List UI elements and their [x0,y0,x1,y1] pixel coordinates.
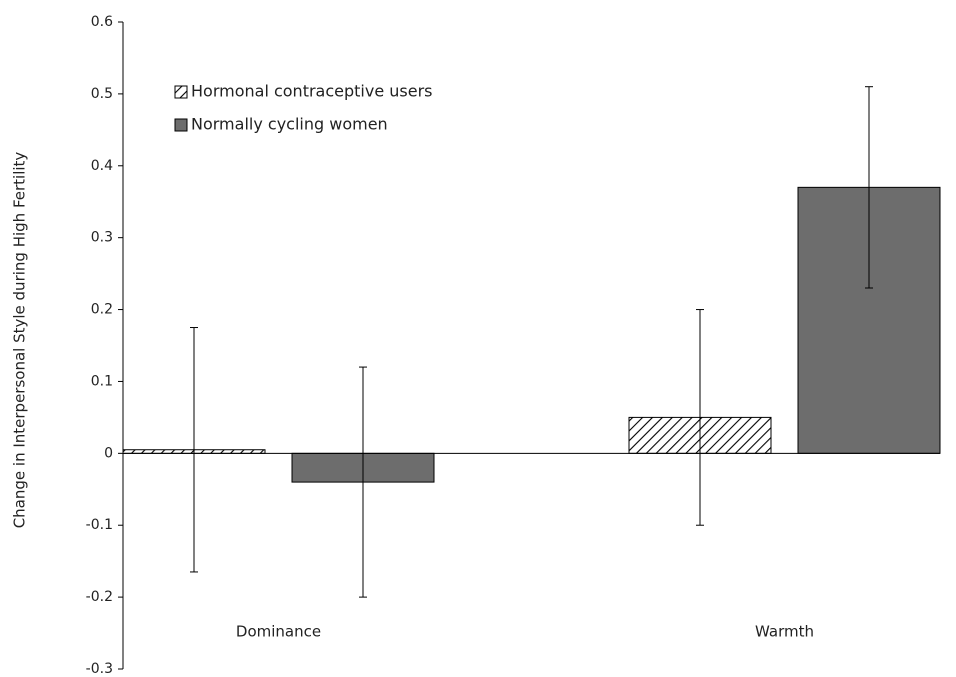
y-tick-label: 0.6 [91,14,113,30]
legend-label: Hormonal contraceptive users [191,82,433,101]
y-tick-label: 0.1 [91,373,113,389]
y-tick-label: 0.4 [91,158,113,174]
y-tick-label: 0.3 [91,230,113,246]
legend-label: Normally cycling women [191,115,388,134]
y-tick-label: -0.1 [86,517,113,533]
y-tick-label: -0.3 [86,661,113,677]
y-tick-label: 0 [104,445,113,461]
y-tick-label: -0.2 [86,589,113,605]
x-tick-label: Dominance [236,623,321,641]
y-axis-label: Change in Interpersonal Style during Hig… [11,152,29,529]
y-tick-label: 0.2 [91,302,113,318]
legend-swatch [174,85,188,99]
x-tick-label: Warmth [755,623,814,641]
y-tick-label: 0.5 [91,86,113,102]
legend-swatch [174,118,188,132]
